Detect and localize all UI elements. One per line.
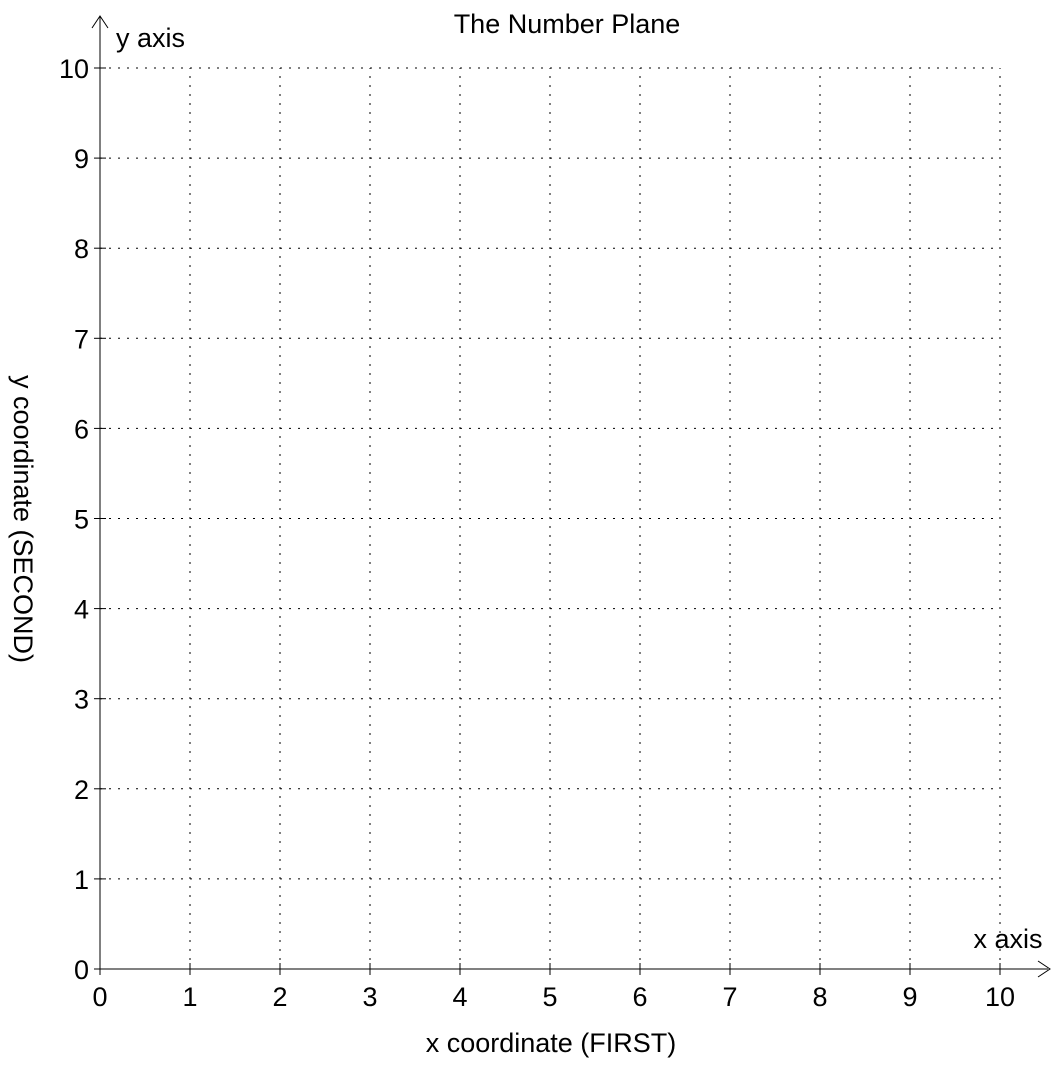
x-tick-label: 4: [452, 982, 467, 1012]
x-tick-label: 5: [542, 982, 557, 1012]
y-axis-arrow-icon: [91, 15, 109, 29]
y-tick-label: 2: [74, 775, 89, 805]
y-tick-label: 0: [74, 955, 89, 985]
y-tick-labels: 0 1 2 3 4 5 6 7 8 9 10: [59, 54, 89, 985]
y-tick-label: 4: [74, 595, 89, 625]
y-tick-label: 6: [74, 414, 89, 444]
ticks: [94, 67, 1001, 975]
grid-lines: [100, 67, 1001, 969]
x-axis-name: x axis: [973, 924, 1042, 954]
y-axis-name: y axis: [116, 23, 185, 53]
x-tick-label: 7: [722, 982, 737, 1012]
x-axis-arrow-icon: [1037, 960, 1051, 978]
x-tick-labels: 0 1 2 3 4 5 6 7 8 9 10: [92, 982, 1015, 1012]
x-tick-label: 1: [182, 982, 197, 1012]
x-tick-label: 9: [902, 982, 917, 1012]
y-axis-label: y coordinate (SECOND): [8, 375, 38, 663]
chart-title: The Number Plane: [454, 9, 681, 39]
y-tick-label: 10: [59, 54, 89, 84]
y-tick-label: 7: [74, 324, 89, 354]
y-tick-label: 9: [74, 144, 89, 174]
y-tick-label: 3: [74, 685, 89, 715]
x-tick-label: 6: [632, 982, 647, 1012]
y-tick-label: 5: [74, 505, 89, 535]
x-tick-label: 10: [985, 982, 1015, 1012]
y-tick-label: 8: [74, 234, 89, 264]
x-tick-label: 8: [812, 982, 827, 1012]
x-axis-label: x coordinate (FIRST): [426, 1028, 677, 1058]
axes: [91, 15, 1051, 978]
y-tick-label: 1: [74, 865, 89, 895]
x-tick-label: 2: [272, 982, 287, 1012]
x-tick-label: 3: [362, 982, 377, 1012]
x-tick-label: 0: [92, 982, 107, 1012]
